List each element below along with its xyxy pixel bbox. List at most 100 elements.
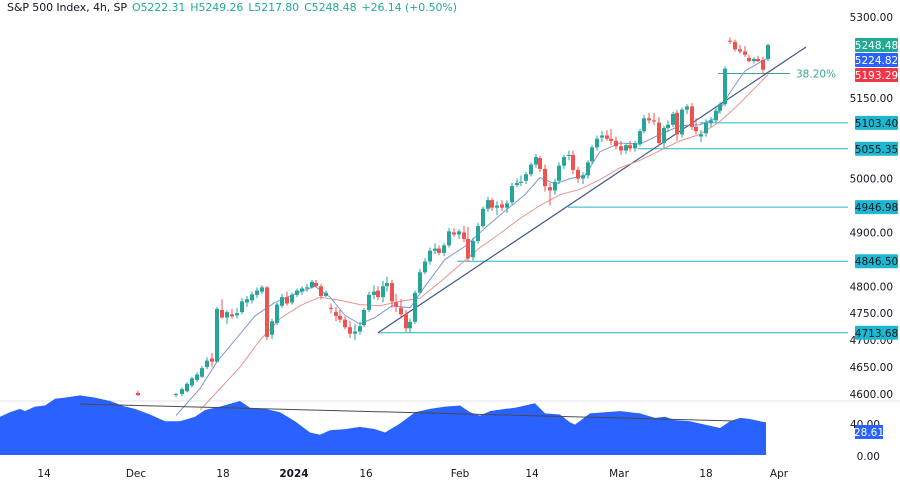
candle bbox=[562, 154, 566, 169]
candle bbox=[428, 247, 432, 265]
ohlc-open: O5222.31 bbox=[131, 1, 186, 14]
candle bbox=[220, 299, 224, 319]
rsi-pane bbox=[0, 395, 766, 455]
candle bbox=[367, 291, 371, 313]
candle bbox=[553, 178, 557, 195]
svg-text:5224.82: 5224.82 bbox=[855, 55, 898, 67]
level-tag: 4946.98 bbox=[855, 200, 898, 215]
candle bbox=[543, 164, 547, 192]
candle bbox=[595, 135, 599, 151]
trendline-line[interactable] bbox=[377, 46, 807, 334]
candle bbox=[747, 54, 751, 63]
time-tick: 18 bbox=[699, 468, 712, 480]
candle bbox=[200, 365, 204, 378]
candle bbox=[452, 228, 456, 237]
candle bbox=[381, 280, 385, 303]
candle bbox=[538, 155, 542, 173]
candle bbox=[423, 258, 427, 275]
candle bbox=[510, 182, 514, 205]
candle bbox=[319, 284, 323, 300]
ohlc-low: L5217.80 bbox=[248, 1, 300, 14]
fib-label: 38.20% bbox=[796, 69, 836, 81]
candle bbox=[600, 131, 604, 142]
svg-text:5103.40: 5103.40 bbox=[855, 118, 898, 130]
price-axis[interactable]: 5300.00 5150.00 5000.00 4900.00 4800.00 4750.… bbox=[850, 12, 899, 463]
candle bbox=[310, 279, 314, 289]
candle bbox=[571, 150, 575, 175]
price-tick: 4800.00 bbox=[850, 281, 893, 293]
candle bbox=[690, 103, 694, 131]
symbol-title: S&P 500 Index, 4h, SP bbox=[7, 1, 127, 14]
candle bbox=[362, 307, 366, 328]
candle bbox=[270, 318, 274, 340]
candle bbox=[447, 228, 451, 248]
candle bbox=[642, 115, 646, 134]
candle bbox=[576, 166, 580, 183]
candle bbox=[743, 46, 747, 57]
candle bbox=[500, 200, 504, 211]
time-tick: 14 bbox=[37, 468, 51, 480]
candle bbox=[567, 150, 571, 161]
trendline[interactable] bbox=[377, 46, 807, 334]
ema-fast-tag: 5224.82 bbox=[855, 53, 898, 67]
candle bbox=[728, 37, 732, 44]
level-tag: 5055.35 bbox=[855, 141, 898, 156]
candle bbox=[225, 309, 229, 324]
candle bbox=[534, 153, 538, 168]
candle bbox=[437, 245, 441, 256]
svg-text:4713.68: 4713.68 bbox=[855, 328, 898, 340]
candle bbox=[205, 357, 209, 370]
candle bbox=[628, 140, 632, 152]
candle bbox=[338, 309, 342, 323]
candle bbox=[486, 196, 490, 212]
price-tick: 4750.00 bbox=[850, 308, 893, 320]
candle bbox=[136, 390, 140, 397]
time-axis[interactable]: 14 Dec 18 2024 16 Feb 14 Mar 18 Apr bbox=[37, 468, 788, 480]
chart-legend: S&P 500 Index, 4h, SP O5222.31 H5249.26 L52… bbox=[7, 1, 457, 14]
candle bbox=[605, 130, 609, 141]
level-tag: 4846.50 bbox=[855, 254, 898, 268]
ohlc-close: C5248.48 bbox=[304, 1, 357, 14]
candle bbox=[694, 118, 698, 135]
candle bbox=[490, 197, 494, 211]
candle bbox=[614, 136, 618, 150]
candle bbox=[548, 182, 552, 206]
support-levels: 38.20% bbox=[378, 69, 848, 334]
svg-text:4846.50: 4846.50 bbox=[855, 256, 898, 268]
candle bbox=[334, 306, 338, 322]
candle bbox=[285, 291, 289, 306]
candle bbox=[471, 237, 475, 261]
candle bbox=[324, 290, 328, 298]
candle bbox=[647, 112, 651, 124]
moving-averages bbox=[175, 57, 769, 416]
ema-slow-line bbox=[199, 74, 769, 411]
candle bbox=[399, 299, 403, 319]
candle bbox=[529, 162, 533, 177]
price-tick: 5150.00 bbox=[850, 93, 893, 105]
rsi-area bbox=[0, 395, 766, 455]
candle bbox=[372, 285, 376, 300]
rsi-divergence-line[interactable] bbox=[79, 403, 736, 422]
candles bbox=[136, 37, 770, 398]
candle bbox=[704, 119, 708, 137]
candle bbox=[390, 279, 394, 308]
candle bbox=[185, 382, 189, 393]
svg-text:28.61: 28.61 bbox=[854, 427, 884, 439]
price-tick: 5300.00 bbox=[850, 12, 893, 24]
time-tick: 2024 bbox=[279, 468, 308, 480]
ema-slow-tag: 5193.29 bbox=[855, 68, 898, 82]
candle bbox=[495, 201, 499, 216]
candle bbox=[671, 111, 675, 127]
candle bbox=[675, 109, 679, 141]
svg-text:5055.35: 5055.35 bbox=[855, 144, 898, 156]
candle bbox=[210, 353, 214, 368]
candle bbox=[662, 125, 666, 149]
level-tag: 4713.68 bbox=[855, 325, 898, 340]
candle bbox=[358, 321, 362, 335]
ohlc-high: H5249.26 bbox=[190, 1, 244, 14]
candle bbox=[245, 295, 249, 307]
candle bbox=[190, 376, 194, 388]
svg-text:4946.98: 4946.98 bbox=[855, 202, 898, 214]
candle bbox=[457, 229, 461, 239]
